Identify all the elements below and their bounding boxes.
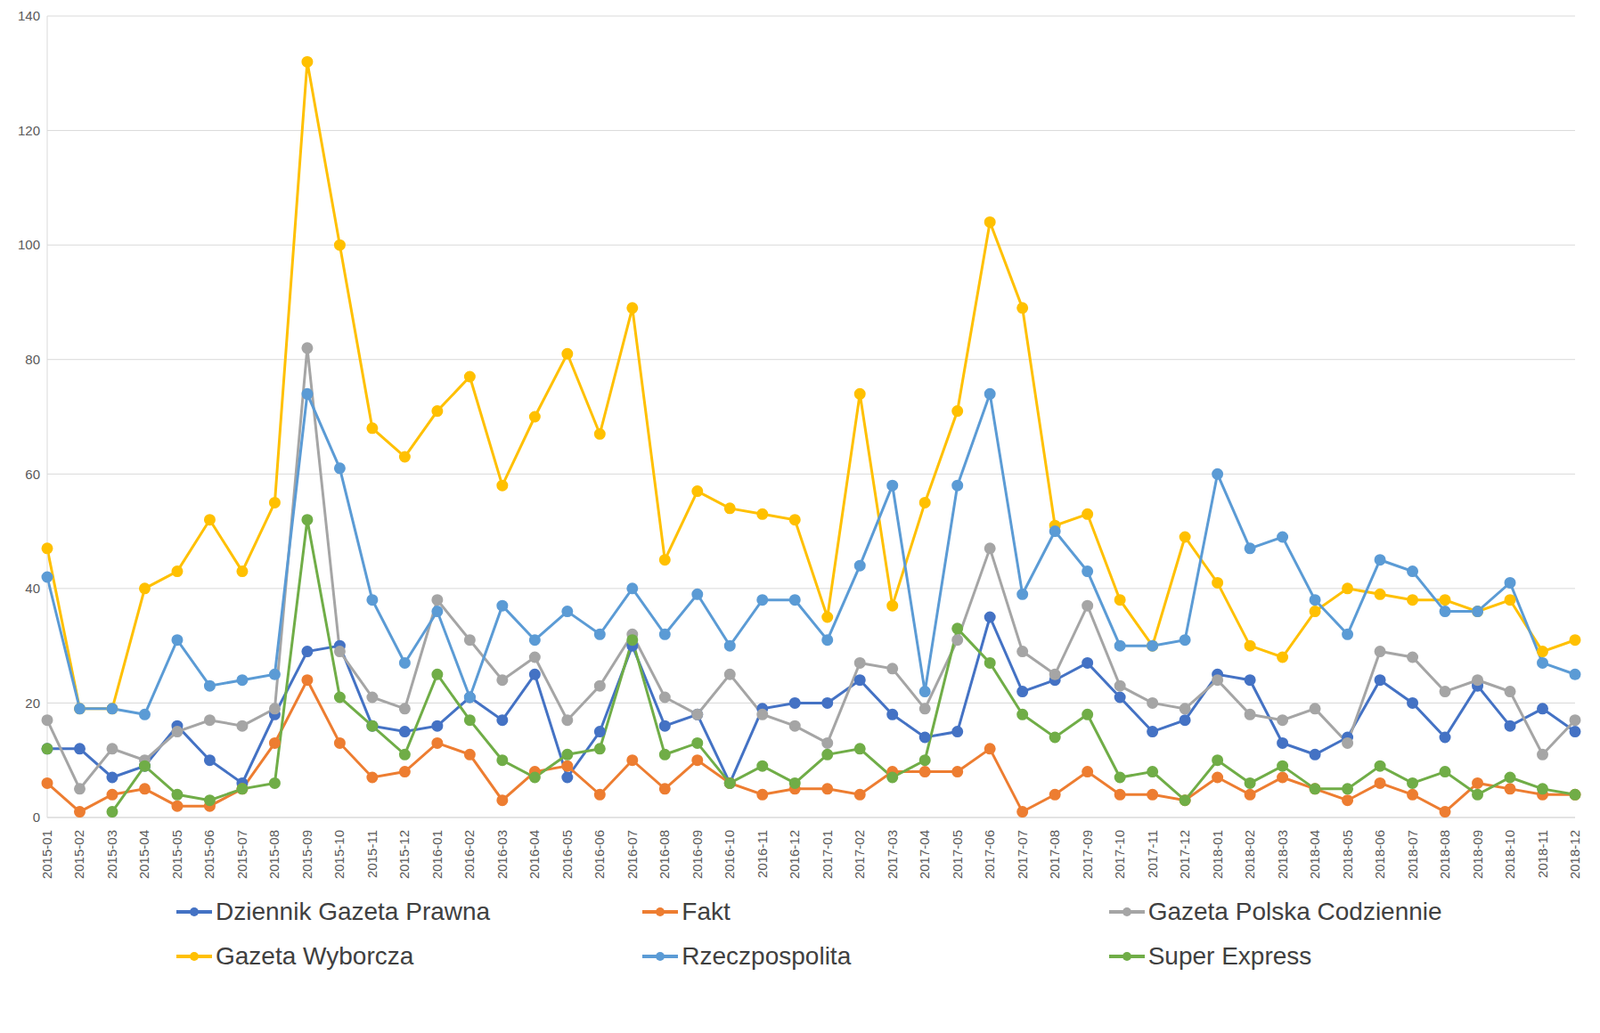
svg-text:2018-03: 2018-03 <box>1274 830 1290 880</box>
svg-text:2015-04: 2015-04 <box>136 830 152 880</box>
svg-text:140: 140 <box>17 8 41 24</box>
html-text:Gazeta Wyborcza: Gazeta Wyborcza <box>215 942 414 971</box>
svg-text:2018-11: 2018-11 <box>1534 830 1551 879</box>
svg-text:2017-03: 2017-03 <box>884 830 900 880</box>
svg-text:2017-08: 2017-08 <box>1046 830 1062 880</box>
svg-text:2015-01: 2015-01 <box>39 830 55 880</box>
svg-text:2016-09: 2016-09 <box>689 830 705 880</box>
svg-text:2017-09: 2017-09 <box>1079 830 1095 880</box>
svg-text:2016-07: 2016-07 <box>624 830 640 880</box>
svg-text:2017-10: 2017-10 <box>1111 830 1127 880</box>
svg-text:2018-05: 2018-05 <box>1339 830 1356 880</box>
html-text:Fakt: Fakt <box>681 897 731 926</box>
svg-text:2017-01: 2017-01 <box>819 830 835 880</box>
svg-text:2018-10: 2018-10 <box>1502 830 1518 880</box>
svg-text:2015-10: 2015-10 <box>331 830 347 880</box>
svg-text:2016-04: 2016-04 <box>526 830 542 880</box>
svg-text:2016-10: 2016-10 <box>721 830 737 880</box>
html-text:Dziennik Gazeta Prawna: Dziennik Gazeta Prawna <box>215 897 491 926</box>
svg-text:60: 60 <box>24 466 41 482</box>
svg-text:2018-04: 2018-04 <box>1306 830 1323 880</box>
html-text:Rzeczpospolita: Rzeczpospolita <box>681 942 851 971</box>
svg-text:2018-08: 2018-08 <box>1436 830 1453 880</box>
svg-text:2016-08: 2016-08 <box>656 830 672 880</box>
svg-text:2018-02: 2018-02 <box>1241 830 1258 880</box>
svg-text:2017-05: 2017-05 <box>949 830 965 880</box>
svg-text:2016-11: 2016-11 <box>754 830 770 879</box>
svg-text:2015-03: 2015-03 <box>104 830 120 880</box>
svg-text:2016-01: 2016-01 <box>429 830 445 880</box>
html-text:Gazeta Polska Codziennie: Gazeta Polska Codziennie <box>1148 897 1442 926</box>
svg-text:20: 20 <box>24 695 41 711</box>
svg-text:2015-08: 2015-08 <box>266 830 282 880</box>
svg-text:2015-05: 2015-05 <box>169 830 185 880</box>
svg-text:2015-02: 2015-02 <box>71 830 87 880</box>
svg-text:2015-12: 2015-12 <box>396 830 412 880</box>
svg-text:2015-09: 2015-09 <box>299 830 315 880</box>
svg-text:2015-07: 2015-07 <box>234 830 250 880</box>
svg-text:2018-12: 2018-12 <box>1567 830 1583 880</box>
svg-text:2016-12: 2016-12 <box>786 830 802 880</box>
svg-text:2017-12: 2017-12 <box>1176 830 1192 880</box>
svg-text:2017-06: 2017-06 <box>981 830 997 880</box>
svg-text:2018-09: 2018-09 <box>1469 830 1486 880</box>
svg-text:2016-05: 2016-05 <box>559 830 575 880</box>
svg-text:2016-06: 2016-06 <box>591 830 607 880</box>
svg-text:0: 0 <box>32 809 41 825</box>
svg-text:100: 100 <box>17 236 41 253</box>
svg-text:2017-04: 2017-04 <box>916 830 932 880</box>
svg-text:2017-11: 2017-11 <box>1144 830 1160 879</box>
svg-text:2018-07: 2018-07 <box>1404 830 1421 880</box>
svg-text:2016-02: 2016-02 <box>461 830 477 880</box>
svg-text:80: 80 <box>24 351 41 368</box>
svg-text:120: 120 <box>17 122 41 139</box>
svg-text:40: 40 <box>24 580 41 596</box>
svg-text:2018-01: 2018-01 <box>1209 830 1225 880</box>
svg-text:2017-07: 2017-07 <box>1014 830 1030 880</box>
svg-text:2015-11: 2015-11 <box>364 830 380 879</box>
svg-text:2016-03: 2016-03 <box>494 830 510 880</box>
svg-text:2017-02: 2017-02 <box>851 830 867 880</box>
svg-text:2015-06: 2015-06 <box>201 830 217 880</box>
svg-text:2018-06: 2018-06 <box>1371 830 1388 880</box>
html-text:Super Express: Super Express <box>1148 942 1312 971</box>
